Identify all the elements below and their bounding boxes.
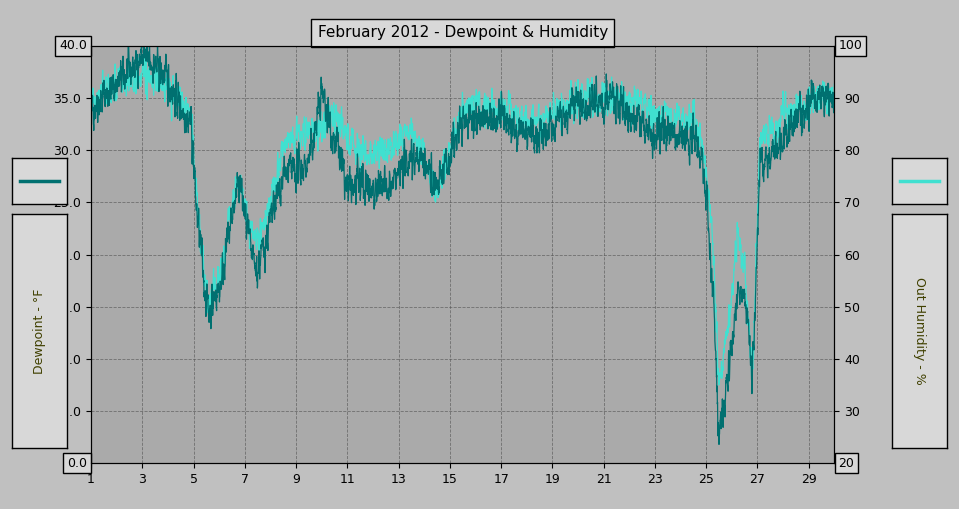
Text: Out Humidity - %: Out Humidity - %	[913, 277, 926, 385]
Title: February 2012 - Dewpoint & Humidity: February 2012 - Dewpoint & Humidity	[317, 25, 608, 41]
Text: Dewpoint - °F: Dewpoint - °F	[33, 288, 46, 374]
Text: 20: 20	[838, 457, 854, 470]
Text: 40.0: 40.0	[59, 39, 87, 52]
Text: 100: 100	[838, 39, 862, 52]
Text: 0.0: 0.0	[67, 457, 87, 470]
